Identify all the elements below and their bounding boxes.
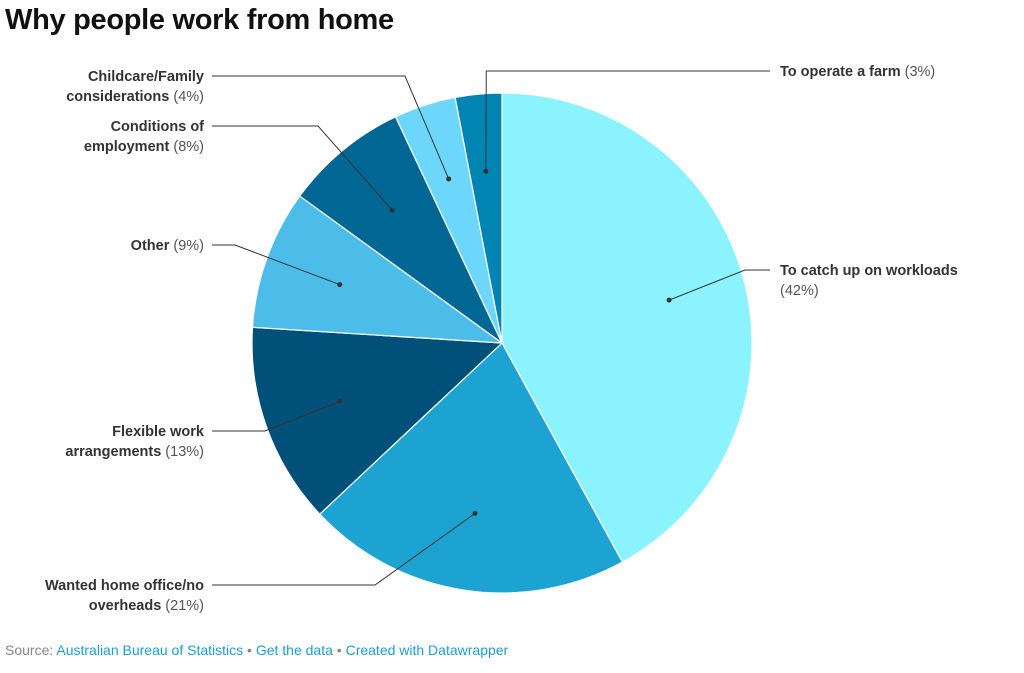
leader-line: [212, 244, 340, 286]
leader-line: [485, 70, 770, 172]
get-the-data-link[interactable]: Get the data: [255, 642, 333, 658]
leader-line: [212, 75, 450, 180]
chart-title: Why people work from home: [5, 4, 394, 36]
chart-footer: Source: Australian Bureau of Statistics …: [5, 642, 508, 658]
pie-slice-4: [251, 195, 505, 344]
slice-labels: To catch up on workloads (42%) Wanted home…: [45, 64, 958, 614]
slice-label: Wanted home office/no overheads (21%): [45, 578, 204, 614]
leader-line: [212, 512, 476, 586]
slice-label-name: Childcare/Family: [88, 69, 204, 85]
slice-label-name: employment: [84, 139, 170, 155]
slice-label-name: overheads: [89, 598, 162, 614]
pie-slices: [251, 92, 753, 594]
slice-label-name: Flexible work: [112, 424, 205, 440]
slice-label-pct: (42%): [780, 283, 819, 299]
slice-label-pct: (4%): [169, 89, 204, 105]
slice-label-pct: (8%): [169, 139, 204, 155]
slice-label: Childcare/Family considerations (4%): [66, 69, 204, 105]
slice-label-name: arrangements: [65, 444, 161, 460]
slice-label: To catch up on workloads (42%): [780, 263, 958, 299]
slice-label: Flexible work arrangements (13%): [65, 424, 205, 460]
slice-label-pct: (13%): [161, 444, 204, 460]
slice-label-name: Wanted home office/no: [45, 578, 204, 594]
leader-line: [212, 125, 393, 211]
pie-slice-5: [298, 115, 503, 344]
leader-lines: [212, 70, 770, 586]
pie-slice-1: [501, 92, 753, 563]
slice-label-name: Conditions of: [111, 119, 205, 135]
slice-label: To operate a farm (3%): [780, 64, 935, 80]
pie-slice-2: [318, 342, 624, 594]
created-with-link[interactable]: Created with Datawrapper: [345, 642, 509, 658]
slice-label-name: Other: [131, 238, 170, 254]
slice-label-pct: (9%): [169, 238, 204, 254]
slice-label: Other (9%): [131, 238, 204, 254]
footer-separator: •: [247, 642, 252, 658]
pie-slice-3: [251, 326, 504, 515]
slice-label-pct: (21%): [161, 598, 204, 614]
slice-label-pct: (3%): [901, 64, 936, 80]
leader-line: [212, 400, 340, 432]
pie-slice-7: [454, 92, 503, 344]
footer-separator: •: [336, 642, 342, 658]
slice-label-name: To catch up on workloads: [780, 263, 958, 279]
slice-label: Conditions of employment (8%): [84, 119, 204, 155]
source-prefix: Source:: [5, 642, 54, 658]
slice-label-name: To operate a farm: [780, 64, 901, 80]
source-link[interactable]: Australian Bureau of Statistics: [56, 642, 244, 658]
leader-line: [668, 269, 770, 301]
slice-label-name: considerations: [66, 89, 169, 105]
pie-chart: To catch up on workloads (42%) Wanted home…: [45, 64, 958, 614]
